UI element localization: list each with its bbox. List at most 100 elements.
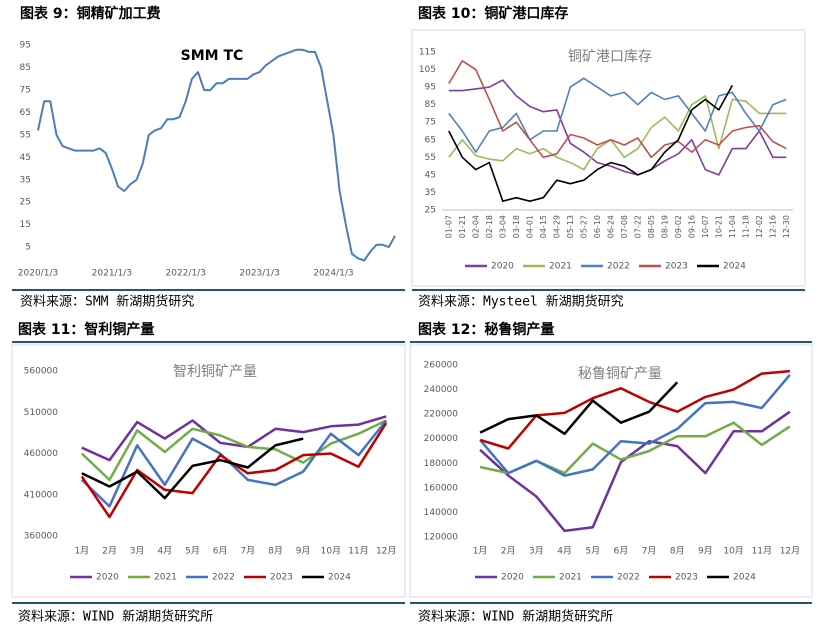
x-tick-label: 12-02 xyxy=(755,215,764,238)
y-tick-label: 360000 xyxy=(24,532,59,542)
y-tick-label: 35 xyxy=(425,188,436,198)
panel-frame xyxy=(411,29,806,287)
source: 资料来源：SMM 新湖期货研究 xyxy=(20,294,194,310)
x-tick-label: 10-07 xyxy=(701,215,710,238)
x-tick-label: 4月 xyxy=(157,546,172,557)
legend-label: 2022 xyxy=(607,262,630,272)
series-line xyxy=(448,95,787,171)
x-tick-label: 3月 xyxy=(130,546,145,557)
series-line xyxy=(37,48,396,262)
y-tick-label: 45 xyxy=(20,153,31,163)
series-line xyxy=(80,419,388,508)
y-tick-label: 220000 xyxy=(424,410,459,420)
figure-title: 图表 11：智利铜产量 xyxy=(18,321,154,338)
legend-label: 2023 xyxy=(665,262,688,272)
legend-label: 2024 xyxy=(733,573,756,583)
series-line xyxy=(81,437,304,500)
legend-label: 2022 xyxy=(212,573,235,583)
y-tick-label: 85 xyxy=(20,63,31,73)
x-tick-label: 7月 xyxy=(240,546,255,557)
y-tick-label: 35 xyxy=(20,175,31,185)
x-tick-label: 7月 xyxy=(642,546,657,557)
x-tick-label: 12-16 xyxy=(768,215,777,238)
panel-frame xyxy=(11,344,406,598)
y-tick-label: 55 xyxy=(425,153,436,163)
y-tick-label: 410000 xyxy=(24,490,59,500)
series-line xyxy=(479,373,791,477)
x-tick-label: 2020/1/3 xyxy=(18,269,58,279)
y-tick-label: 560000 xyxy=(24,367,59,377)
x-tick-label: 12-30 xyxy=(782,215,791,238)
legend-label: 2023 xyxy=(270,573,293,583)
x-tick-label: 2024/1/3 xyxy=(313,269,353,279)
x-tick-label: 08-05 xyxy=(647,215,656,238)
figure-title: 图表 10：铜矿港口库存 xyxy=(418,5,568,22)
chart-title: 智利铜矿产量 xyxy=(173,364,257,380)
y-tick-label: 25 xyxy=(425,206,436,216)
series-line xyxy=(448,85,734,202)
y-tick-label: 95 xyxy=(425,83,436,93)
x-tick-label: 04-29 xyxy=(552,215,561,238)
source: 资料来源：WIND 新湖期货研究所 xyxy=(418,609,613,625)
x-tick-label: 01-21 xyxy=(458,215,467,238)
x-tick-label: 11月 xyxy=(752,546,772,557)
y-tick-label: 65 xyxy=(425,135,436,145)
x-tick-label: 10月 xyxy=(723,546,743,557)
y-tick-label: 180000 xyxy=(424,459,459,469)
y-tick-label: 55 xyxy=(20,130,31,140)
x-tick-label: 3月 xyxy=(529,546,544,557)
y-tick-label: 140000 xyxy=(424,508,459,518)
x-tick-label: 04-01 xyxy=(525,215,534,238)
chart-title: 秘鲁铜矿产量 xyxy=(578,366,662,382)
y-tick-label: 25 xyxy=(20,198,31,208)
source: 资料来源：WIND 新湖期货研究所 xyxy=(18,609,213,625)
y-tick-label: 65 xyxy=(20,108,31,118)
figure-title: 图表 9：铜精矿加工费 xyxy=(20,5,161,22)
panel-frame xyxy=(409,344,813,598)
x-tick-label: 11-04 xyxy=(728,215,737,238)
x-tick-label: 09-02 xyxy=(674,215,683,238)
x-tick-label: 12月 xyxy=(780,546,800,557)
y-tick-label: 120000 xyxy=(424,533,459,543)
series-line xyxy=(448,79,787,176)
legend-label: 2022 xyxy=(617,573,640,583)
x-tick-label: 1月 xyxy=(473,546,488,557)
legend-label: 2020 xyxy=(491,262,514,272)
x-tick-label: 09-16 xyxy=(687,215,696,238)
x-tick-label: 8月 xyxy=(670,546,685,557)
legend-label: 2020 xyxy=(501,573,524,583)
x-tick-label: 1月 xyxy=(74,546,89,557)
x-tick-label: 05-13 xyxy=(566,215,575,238)
series-line xyxy=(479,381,679,436)
legend-label: 2021 xyxy=(154,573,177,583)
y-tick-label: 75 xyxy=(20,86,31,96)
legend-label: 2024 xyxy=(723,262,746,272)
legend-label: 2023 xyxy=(675,573,698,583)
y-tick-label: 5 xyxy=(25,243,31,253)
y-tick-label: 260000 xyxy=(424,361,459,371)
x-tick-label: 2月 xyxy=(102,546,117,557)
x-tick-label: 03-04 xyxy=(498,215,507,238)
series-line xyxy=(479,369,791,450)
legend-label: 2021 xyxy=(559,573,582,583)
x-tick-label: 06-24 xyxy=(606,215,615,238)
series-line xyxy=(80,419,387,482)
y-tick-label: 510000 xyxy=(24,408,59,418)
y-tick-label: 200000 xyxy=(424,434,459,444)
y-tick-label: 115 xyxy=(419,48,436,58)
chart-title: 铜矿港口库存 xyxy=(568,49,652,65)
x-tick-label: 4月 xyxy=(557,546,572,557)
x-tick-label: 9月 xyxy=(296,546,311,557)
legend-label: 2024 xyxy=(328,573,351,583)
x-tick-label: 02-04 xyxy=(471,215,480,238)
x-tick-label: 8月 xyxy=(268,546,283,557)
x-tick-label: 9月 xyxy=(698,546,713,557)
x-tick-label: 06-10 xyxy=(593,215,602,238)
x-tick-label: 6月 xyxy=(614,546,629,557)
annotation: SMM TC xyxy=(181,48,244,64)
x-tick-label: 11-18 xyxy=(741,215,750,238)
y-tick-label: 45 xyxy=(425,170,436,180)
x-tick-label: 6月 xyxy=(213,546,228,557)
y-tick-label: 160000 xyxy=(424,483,459,493)
